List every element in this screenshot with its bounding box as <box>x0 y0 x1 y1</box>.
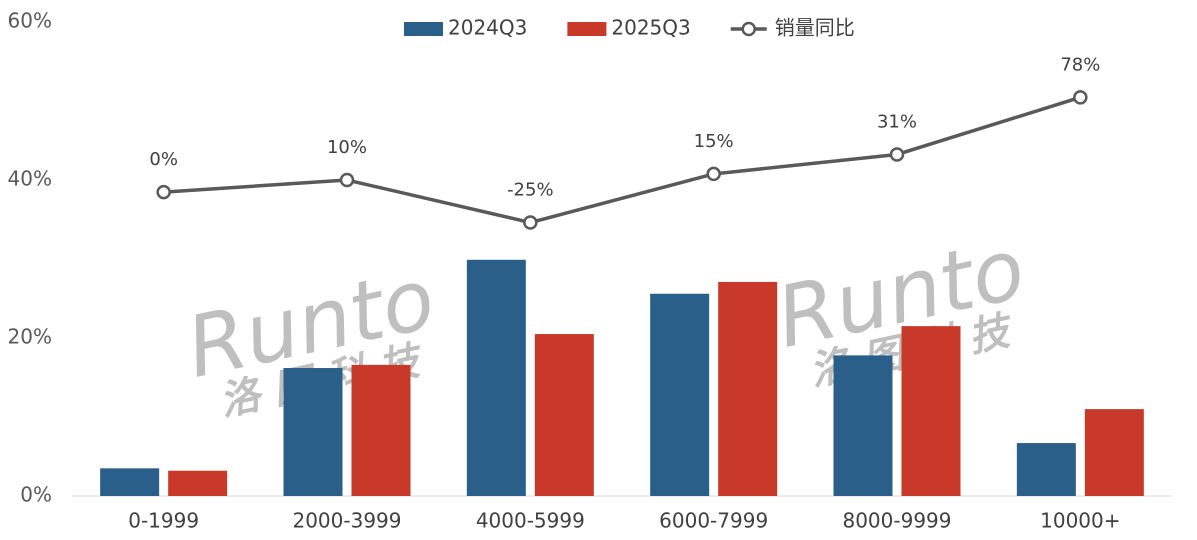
bar <box>534 334 594 496</box>
y-tick-label: 0% <box>20 483 52 507</box>
data-label: 15% <box>694 131 734 152</box>
marker <box>1073 90 1088 105</box>
line <box>163 95 1081 225</box>
bar <box>1016 443 1076 496</box>
y-tick-label: 40% <box>8 167 52 191</box>
data-label: 78% <box>1060 54 1100 75</box>
x-tick-label: 6000-7999 <box>659 509 768 533</box>
x-tick-label: 8000-9999 <box>842 509 951 533</box>
bar <box>283 368 343 496</box>
data-label: 31% <box>877 111 917 132</box>
marker <box>706 166 721 182</box>
bar <box>901 326 961 496</box>
marker <box>156 184 171 200</box>
bar <box>650 293 710 496</box>
bar <box>833 355 893 496</box>
marker <box>339 172 355 188</box>
x-tick-label: 2000-3999 <box>292 509 401 533</box>
bar <box>351 364 411 496</box>
legend-label: 2025Q3 <box>611 16 690 40</box>
x-tick-label: 0-1999 <box>128 509 199 533</box>
legend-marker <box>741 21 756 37</box>
marker <box>889 147 905 162</box>
bar <box>466 259 526 496</box>
y-tick-label: 20% <box>8 325 52 349</box>
marker <box>523 215 538 230</box>
x-tick-label: 10000+ <box>1040 509 1120 533</box>
legend-swatch <box>567 22 607 36</box>
data-label: -25% <box>507 180 554 201</box>
bar <box>718 281 778 496</box>
legend-label: 销量同比 <box>775 16 855 40</box>
bar <box>100 468 160 496</box>
legend-label: 2024Q3 <box>448 16 527 40</box>
y-tick-label: 60% <box>8 9 52 33</box>
legend-swatch <box>404 22 443 36</box>
bar <box>168 470 228 496</box>
data-label: 10% <box>327 137 367 158</box>
data-label: 0% <box>149 149 178 170</box>
x-tick-label: 4000-5999 <box>476 509 585 533</box>
bar <box>1084 409 1144 496</box>
